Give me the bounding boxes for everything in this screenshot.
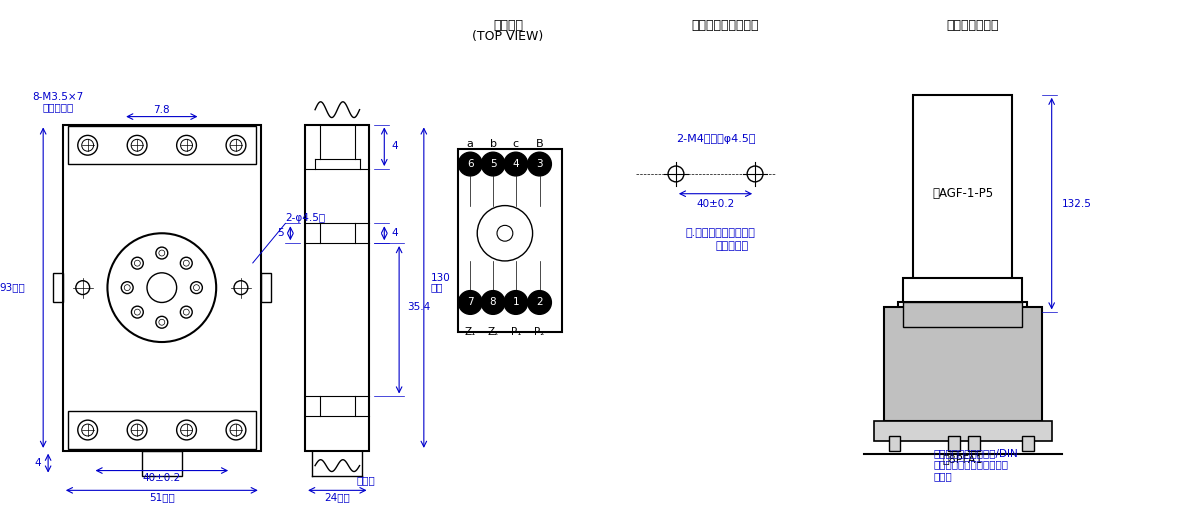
Circle shape xyxy=(481,152,505,176)
Text: 3: 3 xyxy=(536,159,542,169)
Circle shape xyxy=(528,290,551,314)
Text: 形8PFA1: 形8PFA1 xyxy=(942,453,983,464)
Circle shape xyxy=(458,290,482,314)
Text: b: b xyxy=(490,139,497,149)
Text: a: a xyxy=(467,139,474,149)
Bar xyxy=(904,303,1022,327)
Bar xyxy=(883,307,1042,421)
Text: 7.8: 7.8 xyxy=(154,105,170,115)
Text: 以下: 以下 xyxy=(431,283,443,292)
Text: P₁: P₁ xyxy=(510,327,521,337)
Text: Z₁: Z₁ xyxy=(464,327,476,337)
Text: 93以下: 93以下 xyxy=(0,283,25,292)
Bar xyxy=(948,436,960,451)
Text: 5: 5 xyxy=(277,228,283,238)
Circle shape xyxy=(528,152,551,176)
Text: 130: 130 xyxy=(431,273,450,283)
Circle shape xyxy=(481,290,505,314)
Text: 端子配置: 端子配置 xyxy=(493,19,523,32)
Text: レール関連商品をご覧くだ: レール関連商品をご覧くだ xyxy=(934,460,1008,469)
Bar xyxy=(305,125,370,451)
Bar xyxy=(913,95,1012,312)
Text: フック: フック xyxy=(356,476,376,485)
Text: 4: 4 xyxy=(391,228,398,238)
Text: c: c xyxy=(512,139,518,149)
Text: 35.4: 35.4 xyxy=(407,303,431,312)
Text: (TOP VIEW): (TOP VIEW) xyxy=(473,30,544,43)
Text: 4: 4 xyxy=(512,159,520,169)
Text: セムスねじ: セムスねじ xyxy=(42,102,73,112)
Circle shape xyxy=(504,152,528,176)
Bar xyxy=(874,421,1051,441)
Text: B: B xyxy=(535,139,544,149)
Bar xyxy=(904,278,1022,312)
Text: 4: 4 xyxy=(391,141,398,151)
Circle shape xyxy=(458,152,482,176)
Text: 4: 4 xyxy=(35,458,41,468)
Text: 詳細は、共用ソケット/DIN: 詳細は、共用ソケット/DIN xyxy=(934,448,1018,458)
Bar xyxy=(68,127,256,164)
Bar xyxy=(967,436,979,451)
Text: 1: 1 xyxy=(512,298,520,307)
Bar xyxy=(458,149,563,332)
Bar xyxy=(53,273,62,303)
Text: 6: 6 xyxy=(467,159,474,169)
Text: 2: 2 xyxy=(536,298,542,307)
Bar xyxy=(899,303,1027,322)
Text: 8-M3.5×7: 8-M3.5×7 xyxy=(32,92,84,102)
Text: 7: 7 xyxy=(467,298,474,307)
Bar xyxy=(1022,436,1034,451)
Text: 取りつけ穴加工寸法: 取りつけ穴加工寸法 xyxy=(691,19,760,32)
Text: 2-M4またはφ4.5穴: 2-M4またはφ4.5穴 xyxy=(676,134,755,144)
Bar xyxy=(68,411,256,449)
Text: 2-φ4.5穴: 2-φ4.5穴 xyxy=(286,213,325,224)
Text: P₂: P₂ xyxy=(534,327,545,337)
Text: 24以下: 24以下 xyxy=(324,492,349,502)
Text: できます。: できます。 xyxy=(715,241,749,251)
Text: 40±0.2: 40±0.2 xyxy=(143,473,181,483)
Bar xyxy=(142,451,181,476)
Text: 40±0.2: 40±0.2 xyxy=(696,199,734,209)
Text: 5: 5 xyxy=(490,159,497,169)
Circle shape xyxy=(504,290,528,314)
Text: Z₂: Z₂ xyxy=(487,327,499,337)
Text: 8: 8 xyxy=(490,298,497,307)
Bar xyxy=(888,436,900,451)
Text: 形AGF-1-P5: 形AGF-1-P5 xyxy=(932,187,994,200)
Text: 注.　レール取りつけも: 注. レール取りつけも xyxy=(686,228,756,238)
Text: さい。: さい。 xyxy=(934,471,952,482)
Text: 132.5: 132.5 xyxy=(1062,199,1092,209)
Text: 取りつけ状態図: 取りつけ状態図 xyxy=(947,19,998,32)
Bar xyxy=(62,125,260,451)
Bar xyxy=(260,273,270,303)
Text: 51以下: 51以下 xyxy=(149,492,175,502)
